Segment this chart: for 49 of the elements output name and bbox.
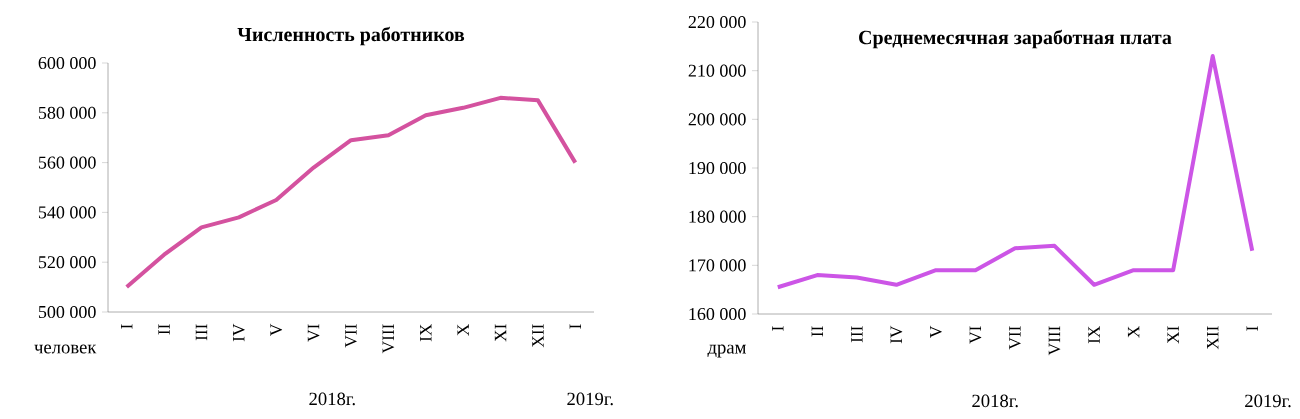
y-tick-label: 210 000 xyxy=(688,64,746,77)
x-tick-label: V xyxy=(270,323,283,336)
y-axis-title: драм xyxy=(707,344,746,358)
text: 2019г. xyxy=(1245,394,1291,408)
x-tick-label: X xyxy=(1127,325,1140,338)
y-tick-label: 170 000 xyxy=(689,259,746,272)
x-tick-label: XI xyxy=(1167,326,1179,344)
chart-title: Среднемесячная заработная плата xyxy=(859,29,1172,49)
chart-title: Численность работников xyxy=(237,26,465,46)
x-tick-label: XI xyxy=(494,324,507,342)
y-tick-label: 190 000 xyxy=(689,161,746,175)
y-tick-label: 560 000 xyxy=(38,156,96,169)
x-tick-label: III xyxy=(195,324,208,341)
x-tick-label: VIII xyxy=(382,324,395,354)
x-tick-label: VII xyxy=(1009,326,1021,350)
x-tick-label: VIII xyxy=(1048,326,1061,356)
x-tick-label: I xyxy=(121,324,133,329)
text: 2018г. xyxy=(972,394,1018,408)
line-series xyxy=(775,54,1255,290)
y-tick-label: 200 000 xyxy=(688,113,746,126)
y-tick-label: 520 000 xyxy=(38,256,96,269)
text: 2018г. xyxy=(309,392,355,406)
x-tick-label: IV xyxy=(233,323,245,342)
y-tick-label: 160 000 xyxy=(689,307,746,321)
x-tick-label: V xyxy=(930,325,942,338)
x-tick-label: I xyxy=(569,324,581,329)
x-tick-label: VI xyxy=(969,326,982,344)
y-axis-title: человек xyxy=(34,344,97,354)
x-tick-label: IV xyxy=(890,325,903,344)
x-tick-label: I xyxy=(1246,326,1258,331)
y-tick-label: 500 000 xyxy=(38,305,96,319)
x-tick-label: III xyxy=(851,326,863,343)
y-tick-label: 540 000 xyxy=(38,206,96,219)
x-tick-label: X xyxy=(457,323,469,336)
x-tick-label: XII xyxy=(1207,326,1219,350)
x-tick-label: IX xyxy=(1088,325,1100,344)
y-tick-label: 580 000 xyxy=(38,106,96,119)
x-tick-label: II xyxy=(158,324,170,335)
text: 2019г. xyxy=(567,392,613,406)
y-tick-label: 180 000 xyxy=(689,210,746,223)
x-tick-label: VII xyxy=(345,324,357,348)
line-series xyxy=(124,95,578,290)
x-tick-label: VI xyxy=(307,324,320,342)
y-tick-label: 600 000 xyxy=(38,56,96,70)
x-tick-label: II xyxy=(811,326,823,337)
x-tick-label: I xyxy=(772,326,784,331)
y-tick-label: 220 000 xyxy=(688,15,746,29)
x-tick-label: XII xyxy=(532,324,544,348)
x-tick-label: IX xyxy=(420,323,432,342)
